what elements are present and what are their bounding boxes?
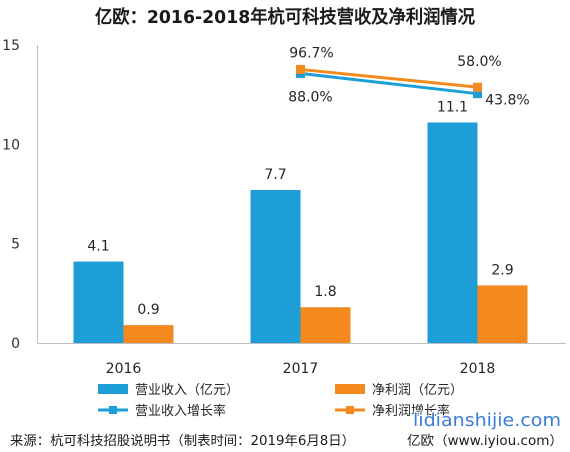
source-note: 来源：杭可科技招股说明书（制表时间：2019年6月8日） <box>10 434 355 449</box>
bar <box>427 122 478 343</box>
brand-credit: 亿欧（www.iyiou.com） <box>407 434 563 449</box>
watermark: lidianshijie.com <box>413 410 561 431</box>
bar-value-label: 0.9 <box>137 302 159 318</box>
footer: 来源：杭可科技招股说明书（制表时间：2019年6月8日） 亿欧（www.iyio… <box>10 434 563 449</box>
bar <box>477 285 528 343</box>
bar-value-label: 4.1 <box>87 239 109 255</box>
growth-line <box>300 67 478 89</box>
legend-marker-net-profit-growth <box>346 406 354 414</box>
bar-value-label: 2.9 <box>491 262 513 278</box>
legend-label-net-profit-growth: 净利润增长率 <box>372 403 450 419</box>
growth-line-marker <box>473 82 482 92</box>
bar-value-label: 1.8 <box>314 284 336 300</box>
y-tick-label: 5 <box>11 237 20 253</box>
growth-line-series: 88.0% 43.8% 96.7% 58.0% <box>288 45 529 108</box>
legend-item-net-profit: 净利润（亿元） <box>335 383 463 398</box>
growth-line-marker <box>296 64 305 74</box>
legend-item-net-profit-growth: 净利润增长率 <box>335 403 450 419</box>
bar-value-label: 7.7 <box>264 167 286 183</box>
legend-marker-revenue-growth <box>109 406 117 414</box>
legend-swatch-revenue <box>98 384 128 394</box>
y-tick-label: 10 <box>2 137 20 153</box>
x-tick-labels: 2016 2017 2018 <box>106 361 496 377</box>
axes <box>37 45 566 344</box>
legend-swatch-net-profit <box>335 384 365 394</box>
legend: 营业收入（亿元） 净利润（亿元） 营业收入增长率 净利润增长率 <box>98 383 463 419</box>
legend-item-revenue: 营业收入（亿元） <box>98 383 239 398</box>
growth-line <box>300 71 478 96</box>
chart-title: 亿欧：2016-2018年杭可科技营收及净利润情况 <box>95 6 475 28</box>
x-tick-label: 2017 <box>283 361 319 377</box>
growth-line-value-label: 58.0% <box>457 54 501 70</box>
growth-line-value-label: 43.8% <box>485 93 529 109</box>
growth-line-marker <box>473 89 482 99</box>
bar-value-label: 11.1 <box>437 99 468 115</box>
bar <box>300 307 351 343</box>
y-tick-label: 0 <box>11 336 20 352</box>
x-tick-label: 2016 <box>106 361 142 377</box>
legend-label-net-profit: 净利润（亿元） <box>372 383 463 398</box>
bar <box>73 261 124 343</box>
growth-line-value-label: 88.0% <box>288 89 332 105</box>
bar <box>250 190 301 343</box>
x-tick-label: 2018 <box>460 361 496 377</box>
y-tick-labels: 0 5 10 15 <box>2 38 20 352</box>
growth-line-value-label: 96.7% <box>289 45 333 61</box>
legend-label-revenue-growth: 营业收入增长率 <box>135 403 226 419</box>
legend-item-revenue-growth: 营业收入增长率 <box>98 403 226 419</box>
bar <box>123 325 174 343</box>
bar-series: 4.1 7.7 11.1 0.9 1.8 2.9 <box>73 99 528 343</box>
y-tick-label: 15 <box>2 38 20 54</box>
legend-label-revenue: 营业收入（亿元） <box>135 383 239 398</box>
